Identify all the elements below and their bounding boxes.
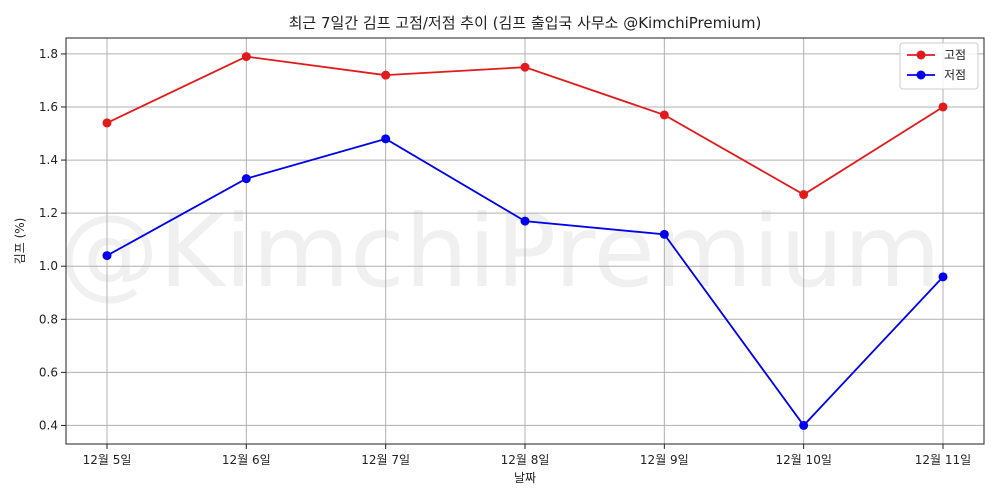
legend-label: 저점 <box>944 68 966 82</box>
x-axis-ticks: 12월 5일 12월 6일 12월 7일 12월 8일 12월 9일 12월 10일 12월… <box>83 444 971 467</box>
data-point <box>102 118 112 128</box>
data-point <box>799 190 809 200</box>
x-tick-label: 12월 8일 <box>501 453 550 467</box>
series-group <box>102 52 948 430</box>
y-tick-label: 1.0 <box>39 259 58 273</box>
x-tick-label: 12월 9일 <box>640 453 689 467</box>
data-point <box>659 110 669 120</box>
legend-box <box>899 42 979 90</box>
watermark-text: @KimchiPremium <box>59 193 941 310</box>
x-tick-label: 12월 10일 <box>775 453 831 467</box>
y-tick-label: 0.4 <box>39 418 58 432</box>
x-tick-label: 12월 7일 <box>361 453 410 467</box>
grid-lines <box>66 38 984 444</box>
data-point <box>241 174 251 184</box>
y-axis-label: 김프 (%) <box>13 218 27 265</box>
data-point <box>799 420 809 430</box>
data-point <box>241 52 251 62</box>
data-point <box>659 229 669 239</box>
y-tick-label: 1.2 <box>39 206 58 220</box>
chart-title: 최근 7일간 김프 고점/저점 추이 (김프 출입국 사무소 @KimchiPr… <box>289 14 762 32</box>
data-point <box>520 216 530 226</box>
y-tick-label: 1.6 <box>39 100 58 114</box>
data-point <box>102 251 112 261</box>
y-tick-label: 0.8 <box>39 312 58 326</box>
legend-swatch-marker <box>916 50 926 60</box>
legend-label: 고점 <box>944 48 966 62</box>
y-tick-label: 1.4 <box>39 153 58 167</box>
x-axis-label: 날짜 <box>514 471 536 485</box>
x-tick-label: 12월 6일 <box>222 453 271 467</box>
data-point <box>520 62 530 72</box>
data-point <box>938 102 948 112</box>
legend-swatch-marker <box>916 70 926 80</box>
data-point <box>938 272 948 282</box>
y-tick-label: 0.6 <box>39 365 58 379</box>
data-point <box>381 70 391 80</box>
x-tick-label: 12월 5일 <box>83 453 132 467</box>
data-point <box>381 134 391 144</box>
x-tick-label: 12월 11일 <box>915 453 971 467</box>
y-tick-label: 1.8 <box>39 47 58 61</box>
y-axis-ticks: 0.4 0.6 0.8 1.0 1.2 1.4 1.6 1.8 <box>39 47 66 432</box>
